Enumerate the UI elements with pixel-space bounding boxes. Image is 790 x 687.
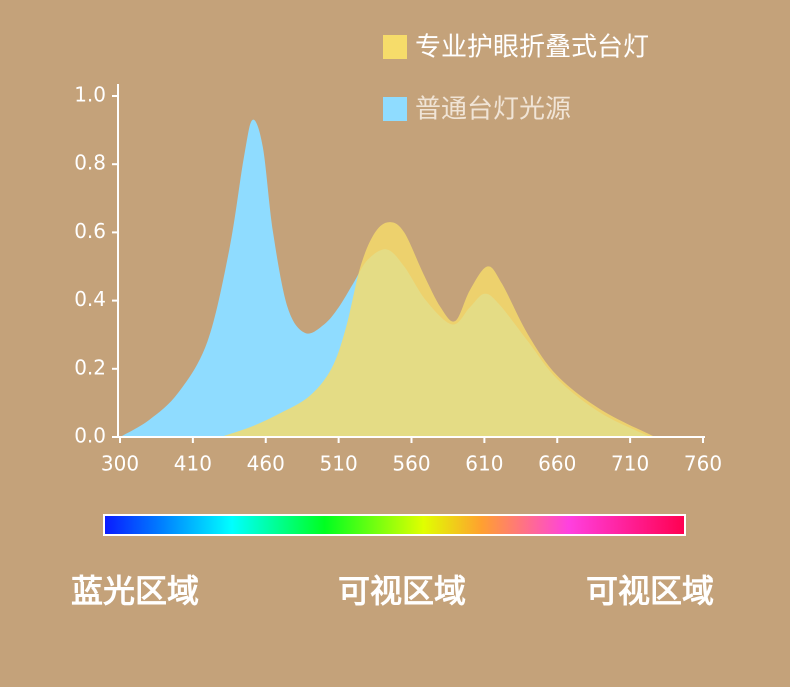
x-tick-label: 300	[101, 452, 139, 476]
x-tick-label: 710	[611, 452, 649, 476]
region-label: 可视区域	[338, 572, 466, 610]
x-tick-label: 760	[684, 452, 722, 476]
legend-label: 普通台灯光源	[415, 95, 571, 125]
x-tick-label: 560	[392, 452, 430, 476]
y-tick-label: 0.4	[74, 287, 106, 311]
legend-swatch	[383, 35, 407, 59]
x-tick-label: 460	[247, 452, 285, 476]
region-label: 蓝光区域	[71, 572, 199, 610]
y-tick-label: 0.2	[74, 355, 106, 379]
y-tick-label: 0.8	[74, 151, 106, 175]
x-tick-label: 660	[538, 452, 576, 476]
x-tick-label: 510	[320, 452, 358, 476]
x-tick-label: 610	[465, 452, 503, 476]
region-label: 可视区域	[586, 572, 714, 610]
legend-swatch	[383, 97, 407, 121]
legend-label: 专业护眼折叠式台灯	[415, 33, 649, 63]
y-tick-label: 1.0	[74, 83, 106, 107]
spectrum-bar	[103, 514, 686, 536]
y-tick-label: 0.0	[74, 424, 106, 448]
x-tick-label: 410	[174, 452, 212, 476]
y-tick-label: 0.6	[74, 219, 106, 243]
area	[220, 222, 655, 437]
